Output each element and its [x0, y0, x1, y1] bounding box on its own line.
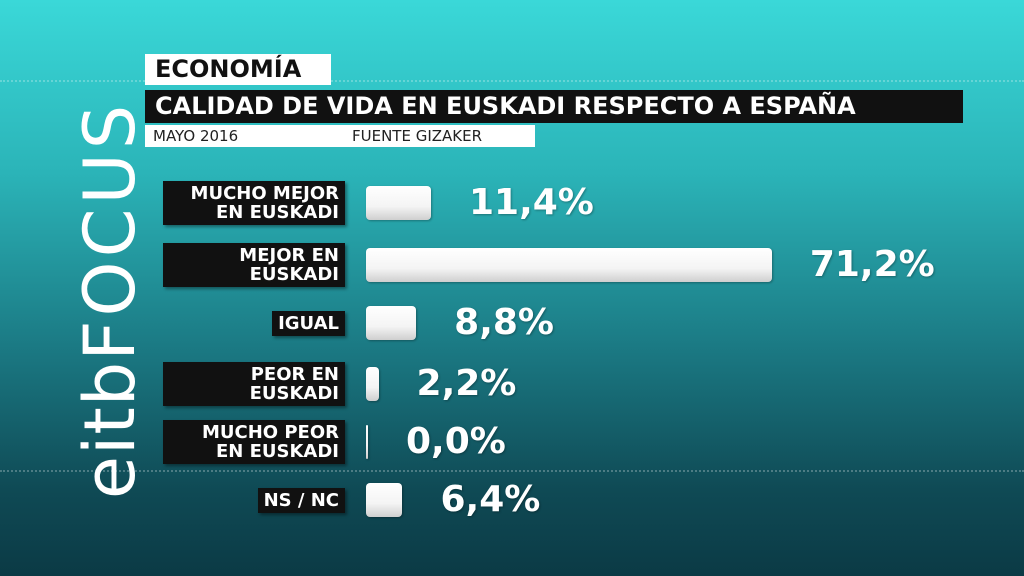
value-label: 8,8% [454, 302, 554, 343]
value-label: 71,2% [809, 244, 935, 285]
bar [366, 248, 772, 282]
category-label: NS / NC [257, 487, 345, 513]
decor-line [0, 80, 1024, 82]
logo: eitbFOCUS [69, 101, 151, 499]
bar [366, 425, 368, 459]
bar [366, 186, 431, 220]
bar [366, 367, 379, 401]
value-label: 2,2% [416, 363, 517, 404]
logo-name: FOCUS [69, 100, 151, 361]
chart-title: CALIDAD DE VIDA EN EUSKADI RESPECTO A ES… [145, 90, 963, 123]
value-label: 6,4% [440, 479, 541, 520]
category-label: IGUAL [272, 310, 345, 336]
logo-brand: eitb [69, 360, 151, 500]
bar [366, 306, 417, 340]
category-label: MUCHO MEJOR EN EUSKADI [163, 181, 345, 225]
decor-line [0, 470, 1024, 472]
category-label: MEJOR EN EUSKADI [163, 243, 345, 287]
bar [366, 483, 403, 517]
source: FUENTE GIZAKER [352, 127, 483, 145]
category-label: MUCHO PEOR EN EUSKADI [163, 420, 345, 464]
section-label: ECONOMÍA [145, 54, 331, 85]
subtitle-strip [145, 125, 535, 147]
category-label: PEOR EN EUSKADI [163, 362, 345, 406]
value-label: 0,0% [406, 421, 506, 462]
value-label: 11,4% [468, 182, 594, 223]
date: MAYO 2016 [153, 127, 239, 145]
